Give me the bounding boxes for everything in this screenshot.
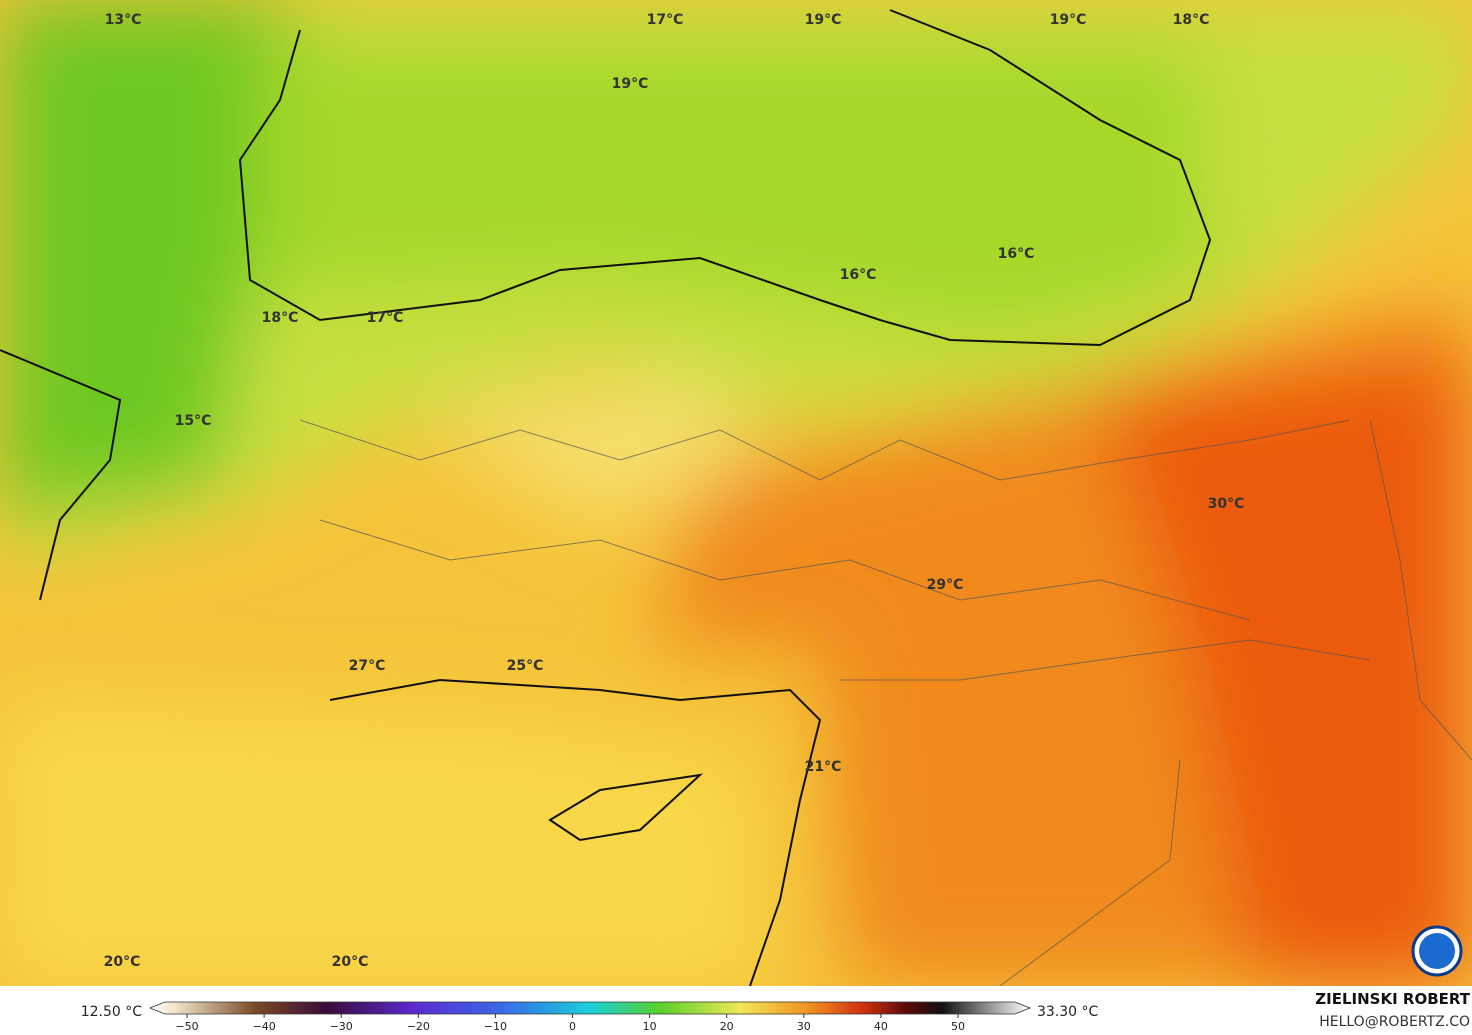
temperature-label: 21°C — [805, 759, 842, 775]
temperature-label: 13°C — [105, 12, 142, 28]
temperature-label: 19°C — [1050, 12, 1087, 28]
temperature-label: 18°C — [1173, 12, 1210, 28]
colorbar-tick-label: −10 — [484, 1020, 507, 1033]
legend-min: 12.50 °C — [81, 1004, 143, 1020]
temperature-label: 16°C — [998, 246, 1035, 262]
colorbar-tick-label: 10 — [643, 1020, 657, 1033]
colorbar-ticks: −50 −40 −30 −20 −10 0 10 20 30 40 50 — [175, 1014, 965, 1033]
legend-max: 33.30 °C — [1037, 1004, 1099, 1020]
temperature-label: 29°C — [927, 577, 964, 593]
temperature-label: 18°C — [262, 310, 299, 326]
temperature-label: 19°C — [805, 12, 842, 28]
borders — [299, 419, 1472, 987]
temperature-label: 17°C — [367, 310, 404, 326]
temperature-field — [0, 0, 1472, 986]
colorbar-tick-label: 50 — [951, 1020, 965, 1033]
colorbar-tick-label: 30 — [797, 1020, 811, 1033]
temperature-label: 27°C — [349, 658, 386, 674]
email: HELLO@ROBERTZ.CO — [1319, 1014, 1470, 1030]
colorbar-tick-label: −50 — [175, 1020, 198, 1033]
colorbar-tick-label: −20 — [407, 1020, 430, 1033]
colorbar-tick-label: −40 — [252, 1020, 275, 1033]
temperature-label: 20°C — [104, 954, 141, 970]
temperature-label: 25°C — [507, 658, 544, 674]
temperature-label: 15°C — [175, 413, 212, 429]
noaa-logo — [1411, 925, 1463, 977]
temperature-labels: 13°C 17°C 19°C 19°C 18°C 19°C 16°C 16°C 18°C 17°C… — [104, 12, 1245, 970]
colorbar — [148, 1001, 1032, 1015]
temperature-label: 20°C — [332, 954, 369, 970]
colorbar-tick-label: 0 — [569, 1020, 576, 1033]
temperature-label: 30°C — [1208, 496, 1245, 512]
coastlines — [0, 9, 1212, 987]
map: 13°C 17°C 19°C 19°C 18°C 19°C 16°C 16°C 18°C 17°C… — [0, 0, 1472, 987]
temperature-label: 17°C — [647, 12, 684, 28]
author: ZIELINSKI ROBERT — [1315, 990, 1470, 1008]
colorbar-tick-label: −30 — [330, 1020, 353, 1033]
colorbar-tick-label: 20 — [720, 1020, 734, 1033]
colorbar-tick-label: 40 — [874, 1020, 888, 1033]
temperature-label: 19°C — [612, 76, 649, 92]
temperature-label: 16°C — [840, 267, 877, 283]
legend: 12.50 °C 33.30 °C −50 −40 −30 −20 −10 0 10 20 30… — [0, 986, 1472, 1035]
